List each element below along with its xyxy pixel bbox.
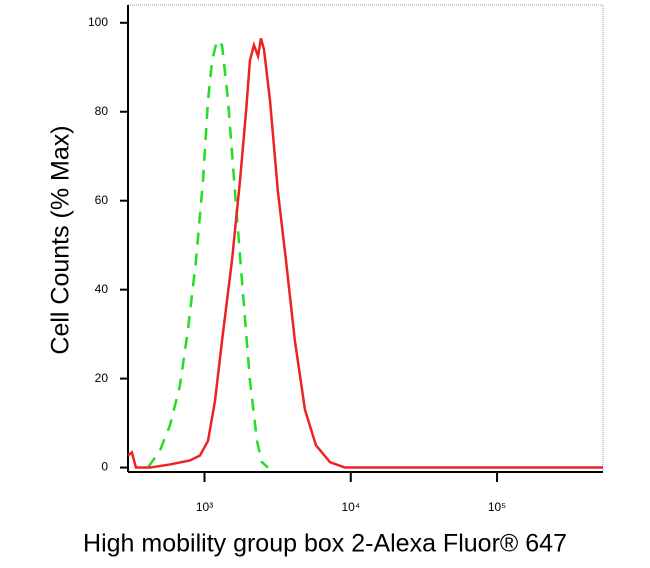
histogram-line (146, 38, 269, 469)
y-tick-label: 40 (95, 282, 109, 296)
x-axis-label: High mobility group box 2-Alexa Fluor® 6… (83, 530, 567, 558)
y-tick-label: 80 (95, 104, 109, 118)
y-tick-label: 20 (95, 371, 109, 385)
y-tick-label: 60 (95, 193, 109, 207)
x-tick-label: 10³ (196, 500, 213, 514)
histogram-line (127, 38, 603, 469)
y-tick-label: 0 (101, 460, 108, 474)
x-tick-label: 10⁴ (342, 500, 361, 514)
plot-frame (127, 4, 604, 473)
y-tick-label: 100 (88, 15, 108, 29)
y-axis-label: Cell Counts (% Max) (47, 125, 75, 354)
x-tick-label: 10⁵ (488, 500, 506, 514)
